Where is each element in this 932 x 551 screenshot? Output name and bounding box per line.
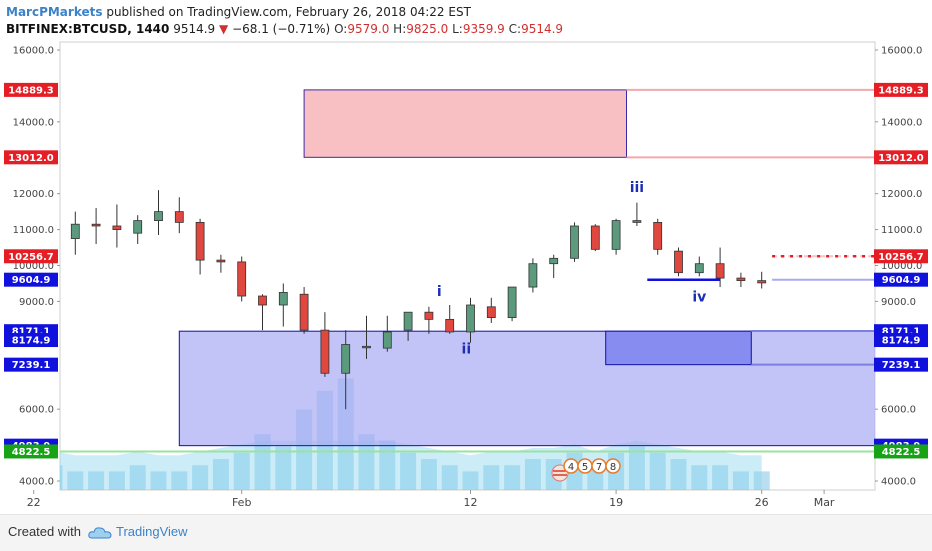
tradingview-cloud-icon bbox=[88, 525, 112, 541]
candle-body bbox=[134, 221, 142, 234]
created-with-text: Created with bbox=[8, 524, 81, 539]
price-label-right: 8174.9 bbox=[882, 336, 921, 347]
y-tick-label-left: 16000.0 bbox=[13, 46, 54, 57]
y-tick-label-left: 14000.0 bbox=[13, 117, 54, 128]
candle-body bbox=[92, 224, 100, 226]
event-number: 7 bbox=[596, 462, 602, 473]
candle-body bbox=[654, 222, 662, 249]
candle-body bbox=[113, 226, 121, 230]
wave-label: iv bbox=[692, 289, 706, 305]
candle-body bbox=[238, 262, 246, 296]
y-tick-label-left: 6000.0 bbox=[19, 405, 54, 416]
price-label-right: 10256.7 bbox=[878, 252, 924, 263]
candle-body bbox=[716, 264, 724, 278]
candle-body bbox=[425, 312, 433, 319]
y-tick-label-right: 11000.0 bbox=[881, 225, 922, 236]
candle-body bbox=[363, 346, 371, 348]
footer-bar: Created with TradingView bbox=[0, 514, 932, 551]
price-label-right: 4822.5 bbox=[882, 447, 921, 458]
price-label-left: 7239.1 bbox=[12, 360, 51, 371]
candle-body bbox=[196, 222, 204, 260]
y-tick-label-right: 9000.0 bbox=[881, 297, 916, 308]
candle-body bbox=[321, 330, 329, 373]
candle-body bbox=[508, 287, 516, 318]
candle-body bbox=[758, 281, 766, 283]
candle-body bbox=[175, 212, 183, 223]
wave-label: ii bbox=[462, 341, 472, 357]
price-label-left: 13012.0 bbox=[8, 153, 54, 164]
y-tick-label-right: 12000.0 bbox=[881, 189, 922, 200]
candle-body bbox=[342, 345, 350, 374]
candle-body bbox=[155, 212, 163, 221]
candle-body bbox=[217, 260, 225, 262]
candle-body bbox=[695, 264, 703, 273]
candle-body bbox=[529, 264, 537, 287]
wave-label: i bbox=[437, 284, 442, 300]
x-tick-label: Mar bbox=[814, 496, 835, 509]
price-label-left: 14889.3 bbox=[8, 85, 54, 96]
event-number: 8 bbox=[610, 462, 616, 473]
candle-body bbox=[612, 221, 620, 250]
event-number: 5 bbox=[582, 462, 588, 473]
candle-body bbox=[467, 305, 475, 332]
y-tick-label-left: 4000.0 bbox=[19, 477, 54, 488]
x-tick-label: 26 bbox=[755, 496, 769, 509]
wave-label: iii bbox=[630, 180, 644, 196]
blue-inner-zone bbox=[606, 331, 752, 364]
price-label-right: 13012.0 bbox=[878, 153, 924, 164]
candle-body bbox=[300, 294, 308, 330]
candle-body bbox=[633, 221, 641, 223]
y-tick-label-left: 9000.0 bbox=[19, 297, 54, 308]
y-tick-label-left: 12000.0 bbox=[13, 189, 54, 200]
price-label-left: 4822.5 bbox=[12, 447, 51, 458]
candle-body bbox=[675, 251, 683, 273]
y-tick-label-right: 16000.0 bbox=[881, 46, 922, 57]
candle-body bbox=[383, 332, 391, 348]
price-label-left: 9604.9 bbox=[12, 275, 51, 286]
candle-body bbox=[591, 226, 599, 249]
candle-body bbox=[259, 296, 267, 305]
price-label-right: 14889.3 bbox=[878, 85, 924, 96]
candle-body bbox=[737, 278, 745, 281]
x-tick-label: 22 bbox=[27, 496, 41, 509]
event-number: 4 bbox=[568, 462, 574, 473]
candle-body bbox=[487, 307, 495, 318]
x-tick-label: 19 bbox=[609, 496, 623, 509]
candle-body bbox=[71, 224, 79, 238]
blue-support-zone bbox=[179, 331, 932, 445]
y-tick-label-left: 11000.0 bbox=[13, 225, 54, 236]
price-label-left: 10256.7 bbox=[8, 252, 54, 263]
candle-body bbox=[51, 239, 59, 241]
candle-body bbox=[279, 292, 287, 305]
y-tick-label-right: 4000.0 bbox=[881, 477, 916, 488]
y-tick-label-right: 14000.0 bbox=[881, 117, 922, 128]
candle-body bbox=[550, 258, 558, 263]
x-tick-label: 12 bbox=[464, 496, 478, 509]
tradingview-link[interactable]: TradingView bbox=[116, 524, 188, 539]
candle-body bbox=[571, 226, 579, 258]
red-target-zone bbox=[304, 90, 626, 157]
price-label-right: 9604.9 bbox=[882, 275, 921, 286]
price-label-left: 8174.9 bbox=[12, 336, 51, 347]
candle-body bbox=[404, 312, 412, 330]
price-label-right: 7239.1 bbox=[882, 360, 921, 371]
wave-label: v? bbox=[899, 171, 916, 187]
candle-body bbox=[446, 319, 454, 332]
x-tick-label: Feb bbox=[232, 496, 251, 509]
y-tick-label-right: 6000.0 bbox=[881, 405, 916, 416]
